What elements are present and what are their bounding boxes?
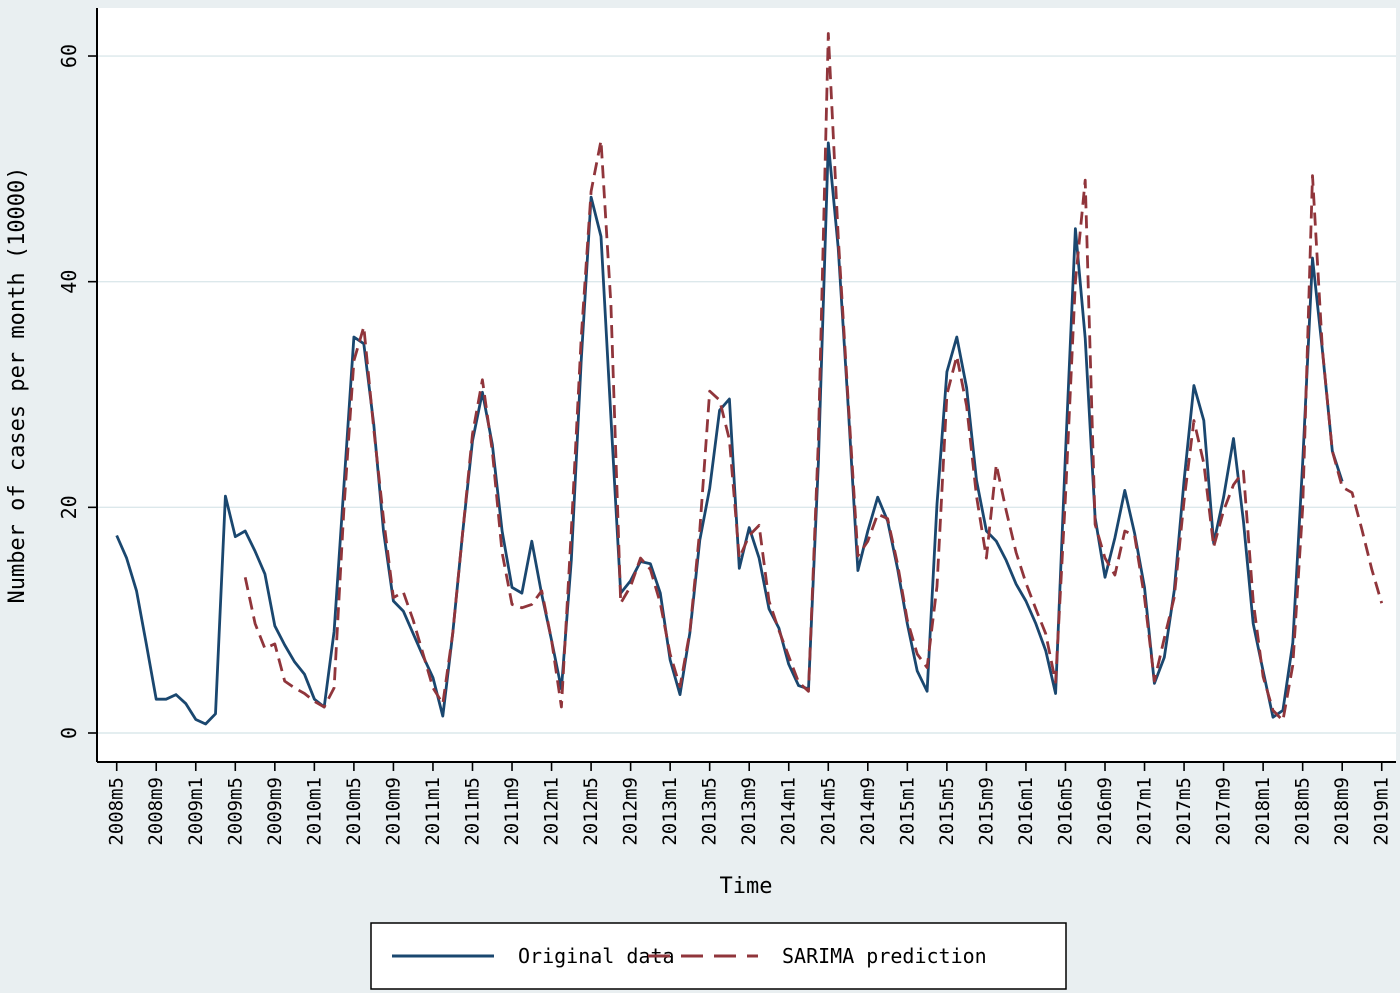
x-tick-label-2008m9: 2008m9 [145, 777, 167, 846]
x-tick-label-2010m1: 2010m1 [303, 777, 325, 846]
x-tick-label-2012m1: 2012m1 [541, 777, 563, 846]
x-tick-label-2013m9: 2013m9 [738, 777, 760, 846]
x-tick-label-2019m1: 2019m1 [1371, 777, 1393, 846]
x-tick-label-2016m5: 2016m5 [1054, 777, 1076, 846]
x-tick-label-2016m9: 2016m9 [1094, 777, 1116, 846]
axes: 0 20 40 60 2008m5 2008m9 2009m1 2009m5 2009m9 201… [57, 8, 1396, 846]
series-line-sarima [243, 32, 1384, 722]
legend: Original data SARIMA prediction [370, 922, 1067, 990]
x-tick-label-2009m1: 2009m1 [185, 777, 207, 846]
x-tick-label-2017m5: 2017m5 [1173, 777, 1195, 846]
x-tick-label-2013m1: 2013m1 [659, 777, 681, 846]
y-tick-label-60: 60 [57, 44, 81, 68]
x-tick-label-2014m5: 2014m5 [817, 777, 839, 846]
y-tick-label-0: 0 [57, 727, 81, 739]
plot-area [97, 8, 1396, 762]
x-tick-label-2009m9: 2009m9 [264, 777, 286, 846]
x-tick-label-2009m5: 2009m5 [224, 777, 246, 846]
x-tick-label-2018m9: 2018m9 [1331, 777, 1353, 846]
series-lines [115, 32, 1384, 726]
x-tick-label-2013m5: 2013m5 [699, 777, 721, 846]
x-tick-label-2015m1: 2015m1 [896, 777, 918, 846]
x-tick-label-2008m5: 2008m5 [106, 777, 128, 846]
x-tick-label-2018m5: 2018m5 [1292, 777, 1314, 846]
x-tick-label-2017m9: 2017m9 [1213, 777, 1235, 846]
x-axis-title: Time [720, 874, 773, 899]
y-axis-title: Number of cases per month (10000) [5, 166, 30, 603]
gridlines [97, 55, 1396, 734]
x-tick-label-2012m9: 2012m9 [620, 777, 642, 846]
x-tick-label-2017m1: 2017m1 [1134, 777, 1156, 846]
x-tick-label-2014m1: 2014m1 [778, 777, 800, 846]
x-tick-label-2011m1: 2011m1 [422, 777, 444, 846]
x-tick-label-2015m5: 2015m5 [936, 777, 958, 846]
x-tick-label-2010m9: 2010m9 [382, 777, 404, 846]
x-tick-label-2011m9: 2011m9 [501, 777, 523, 846]
legend-sarima-label: SARIMA prediction [782, 944, 987, 968]
x-tick-label-2014m9: 2014m9 [857, 777, 879, 846]
x-tick-label-2016m1: 2016m1 [1015, 777, 1037, 846]
x-tick-label-2012m5: 2012m5 [580, 777, 602, 846]
x-tick-label-2015m9: 2015m9 [975, 777, 997, 846]
y-tick-label-20: 20 [57, 495, 81, 519]
y-tick-label-40: 40 [57, 270, 81, 294]
x-tick-label-2018m1: 2018m1 [1252, 777, 1274, 846]
x-tick-label-2011m5: 2011m5 [461, 777, 483, 846]
x-tick-label-2010m5: 2010m5 [343, 777, 365, 846]
